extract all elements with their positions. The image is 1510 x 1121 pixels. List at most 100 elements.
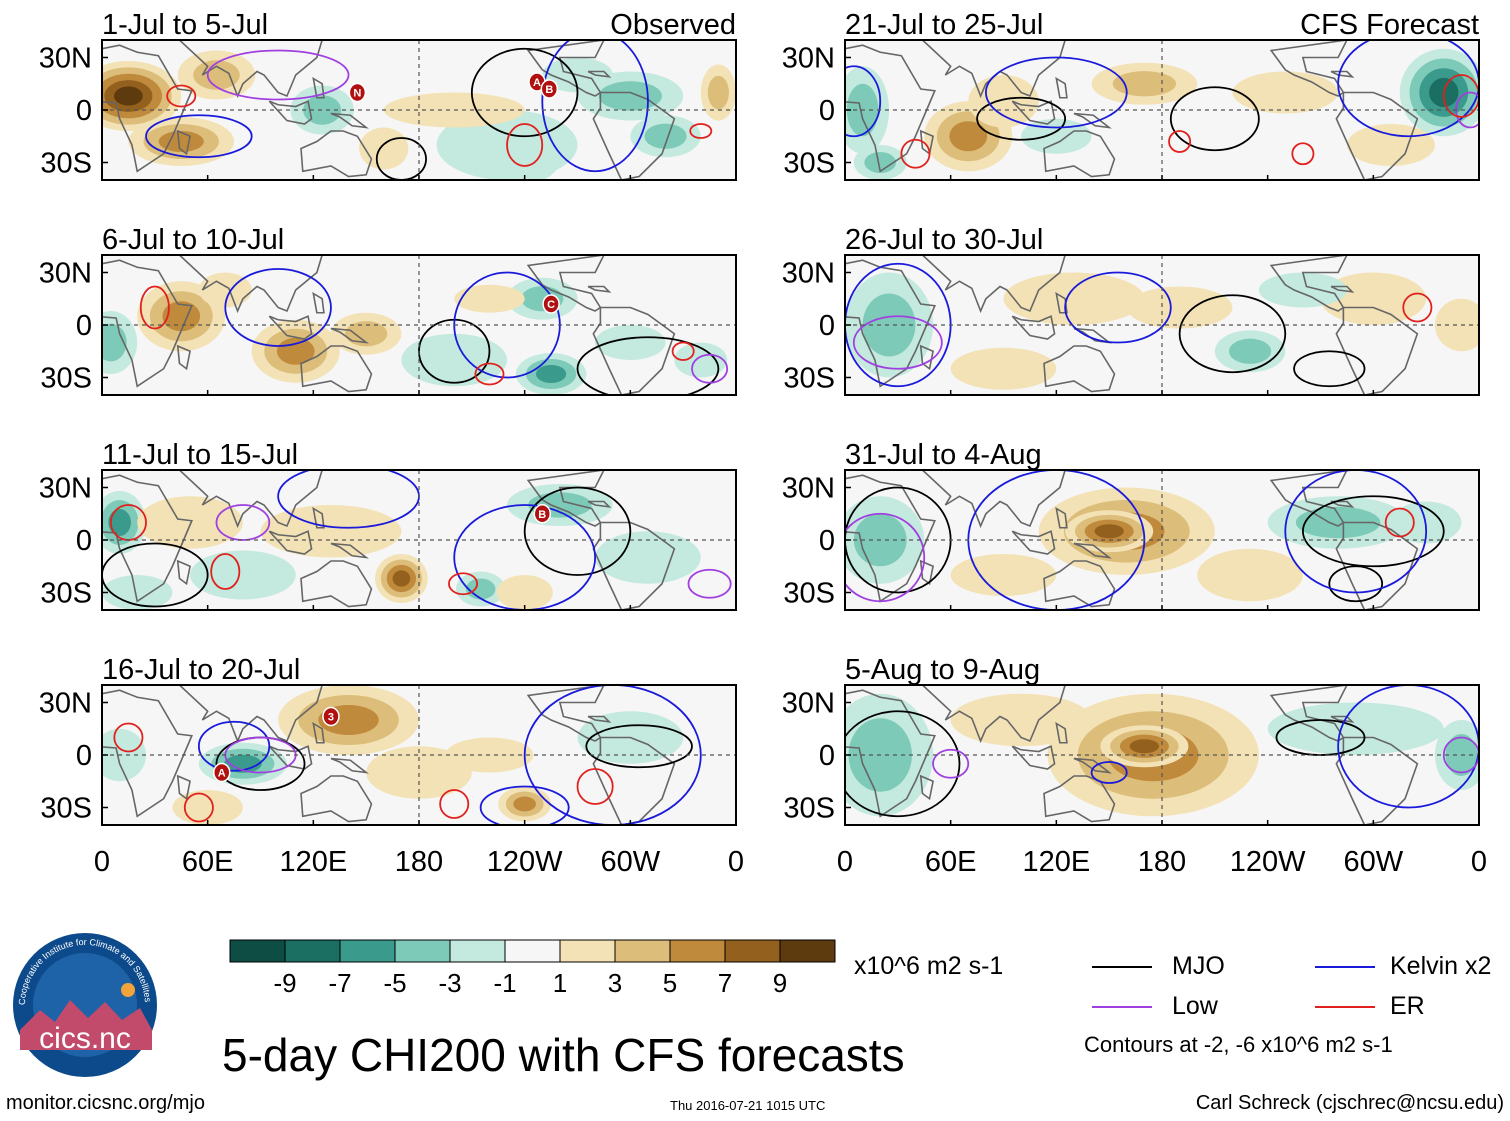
contour-mjo (523, 486, 632, 576)
coastline (1055, 291, 1068, 314)
colorbar-tick-label: -7 (328, 968, 351, 998)
contour-er (1402, 292, 1433, 323)
anomaly-blob (674, 342, 728, 378)
anomaly-blob (950, 693, 1092, 747)
y-tick-label: 0 (76, 95, 92, 127)
colorbar-tick-label: 3 (608, 968, 622, 998)
x-tick-label: 0 (94, 846, 110, 878)
coastline (1330, 70, 1355, 78)
coastline (1335, 306, 1419, 395)
coastline (102, 44, 193, 173)
panel-field (845, 255, 1479, 395)
coastline (176, 344, 191, 371)
anomaly-blob (392, 570, 411, 587)
y-tick-label: 30S (40, 363, 92, 395)
contour-mjo (576, 336, 720, 395)
y-tick-label: 30S (783, 793, 835, 825)
storm-label: N (353, 88, 361, 100)
colorbar-cell (559, 939, 616, 963)
contour-kelvin-x- (1090, 761, 1128, 784)
colorbar-tick-label: -3 (438, 968, 461, 998)
panel-field (845, 40, 1479, 180)
coastline (268, 100, 313, 125)
coastline (1335, 521, 1419, 610)
timestamp: Thu 2016-07-21 1015 UTC (670, 1098, 826, 1113)
anomaly-blob (707, 75, 729, 110)
contour-er (183, 792, 214, 823)
anomaly-blob (172, 790, 243, 825)
contour-er (439, 789, 470, 819)
figure-title: 5-day CHI200 with CFS forecasts (222, 1029, 905, 1081)
coastline (592, 521, 676, 610)
y-tick-label: 30N (782, 688, 835, 720)
colorbar-cell (724, 939, 781, 963)
contour-er (671, 341, 695, 361)
legend-kelvin-label: Kelvin x2 (1390, 952, 1492, 980)
contour-er (1442, 74, 1479, 118)
panel-2: C 6-Jul to 10-Jul 30N 0 30S (39, 224, 737, 396)
panel-field: N AB (102, 40, 736, 180)
anomaly-blob (864, 152, 897, 173)
storm-marker: 3 (322, 706, 340, 727)
y-tick-label: 0 (76, 525, 92, 557)
contour-mjo (1169, 86, 1260, 152)
colorbar-tick-label: -9 (273, 968, 296, 998)
colorbar-tick-label: -5 (383, 968, 406, 998)
y-tick-label: 30S (783, 578, 835, 610)
panel-period-label: 1-Jul to 5-Jul (102, 9, 268, 41)
panel-period-label: 5-Aug to 9-Aug (845, 654, 1040, 686)
storm-marker: N (348, 82, 367, 103)
colorbar-cell (449, 939, 506, 963)
anomaly-blob (1021, 118, 1092, 154)
coastline (1335, 91, 1419, 180)
storm-symbol (348, 82, 367, 103)
coastline (1055, 721, 1068, 744)
anomaly-blob (158, 131, 204, 152)
contour-er (1168, 130, 1192, 153)
x-tick-label: 60W (601, 846, 661, 878)
coastline (1011, 315, 1056, 340)
anomaly-blob (595, 531, 701, 584)
panel-field: 3A (102, 685, 736, 825)
anomaly-blob (1228, 338, 1272, 364)
units-label: x10^6 m2 s-1 (854, 952, 1004, 980)
panel-period-label: 31-Jul to 4-Aug (845, 439, 1042, 471)
anomaly-blob (513, 796, 536, 812)
anomaly-blob (454, 284, 525, 313)
legend-er-line (1315, 1006, 1375, 1008)
coastline (1330, 285, 1355, 293)
storm-label: A (533, 77, 541, 89)
colorbar-cell (284, 939, 341, 963)
y-tick-label: 30N (39, 473, 92, 505)
contour-mjo (1293, 350, 1366, 388)
anomaly-blob (1129, 739, 1160, 754)
anomaly-blob (1003, 272, 1145, 325)
x-tick-label: 180 (1138, 846, 1186, 878)
anomaly-blob (1197, 548, 1303, 602)
coastline (587, 285, 612, 293)
contour-er (576, 768, 614, 805)
storm-marker: B (540, 79, 559, 99)
contour-low (215, 504, 271, 541)
colorbar-cell (669, 939, 726, 963)
contour-mjo (1301, 495, 1445, 568)
anomaly-blob (949, 121, 988, 152)
colorbar-tick-label: 5 (663, 968, 677, 998)
contour-low (1442, 736, 1479, 774)
x-tick-label: 180 (395, 846, 443, 878)
logo-mountains (20, 1000, 152, 1050)
coastline (592, 306, 676, 395)
coastline (587, 500, 612, 508)
storm-symbol (213, 762, 231, 783)
anomaly-blob (1232, 71, 1339, 114)
panel-field (845, 470, 1479, 610)
coastline (1011, 530, 1056, 555)
contour-mjo (1178, 294, 1287, 374)
colorbar-cell (779, 939, 836, 963)
anomaly-blob (1094, 524, 1124, 539)
x-tick-label: 60W (1344, 846, 1404, 878)
anomaly-blob (303, 95, 342, 125)
anomaly-blob (345, 321, 388, 347)
